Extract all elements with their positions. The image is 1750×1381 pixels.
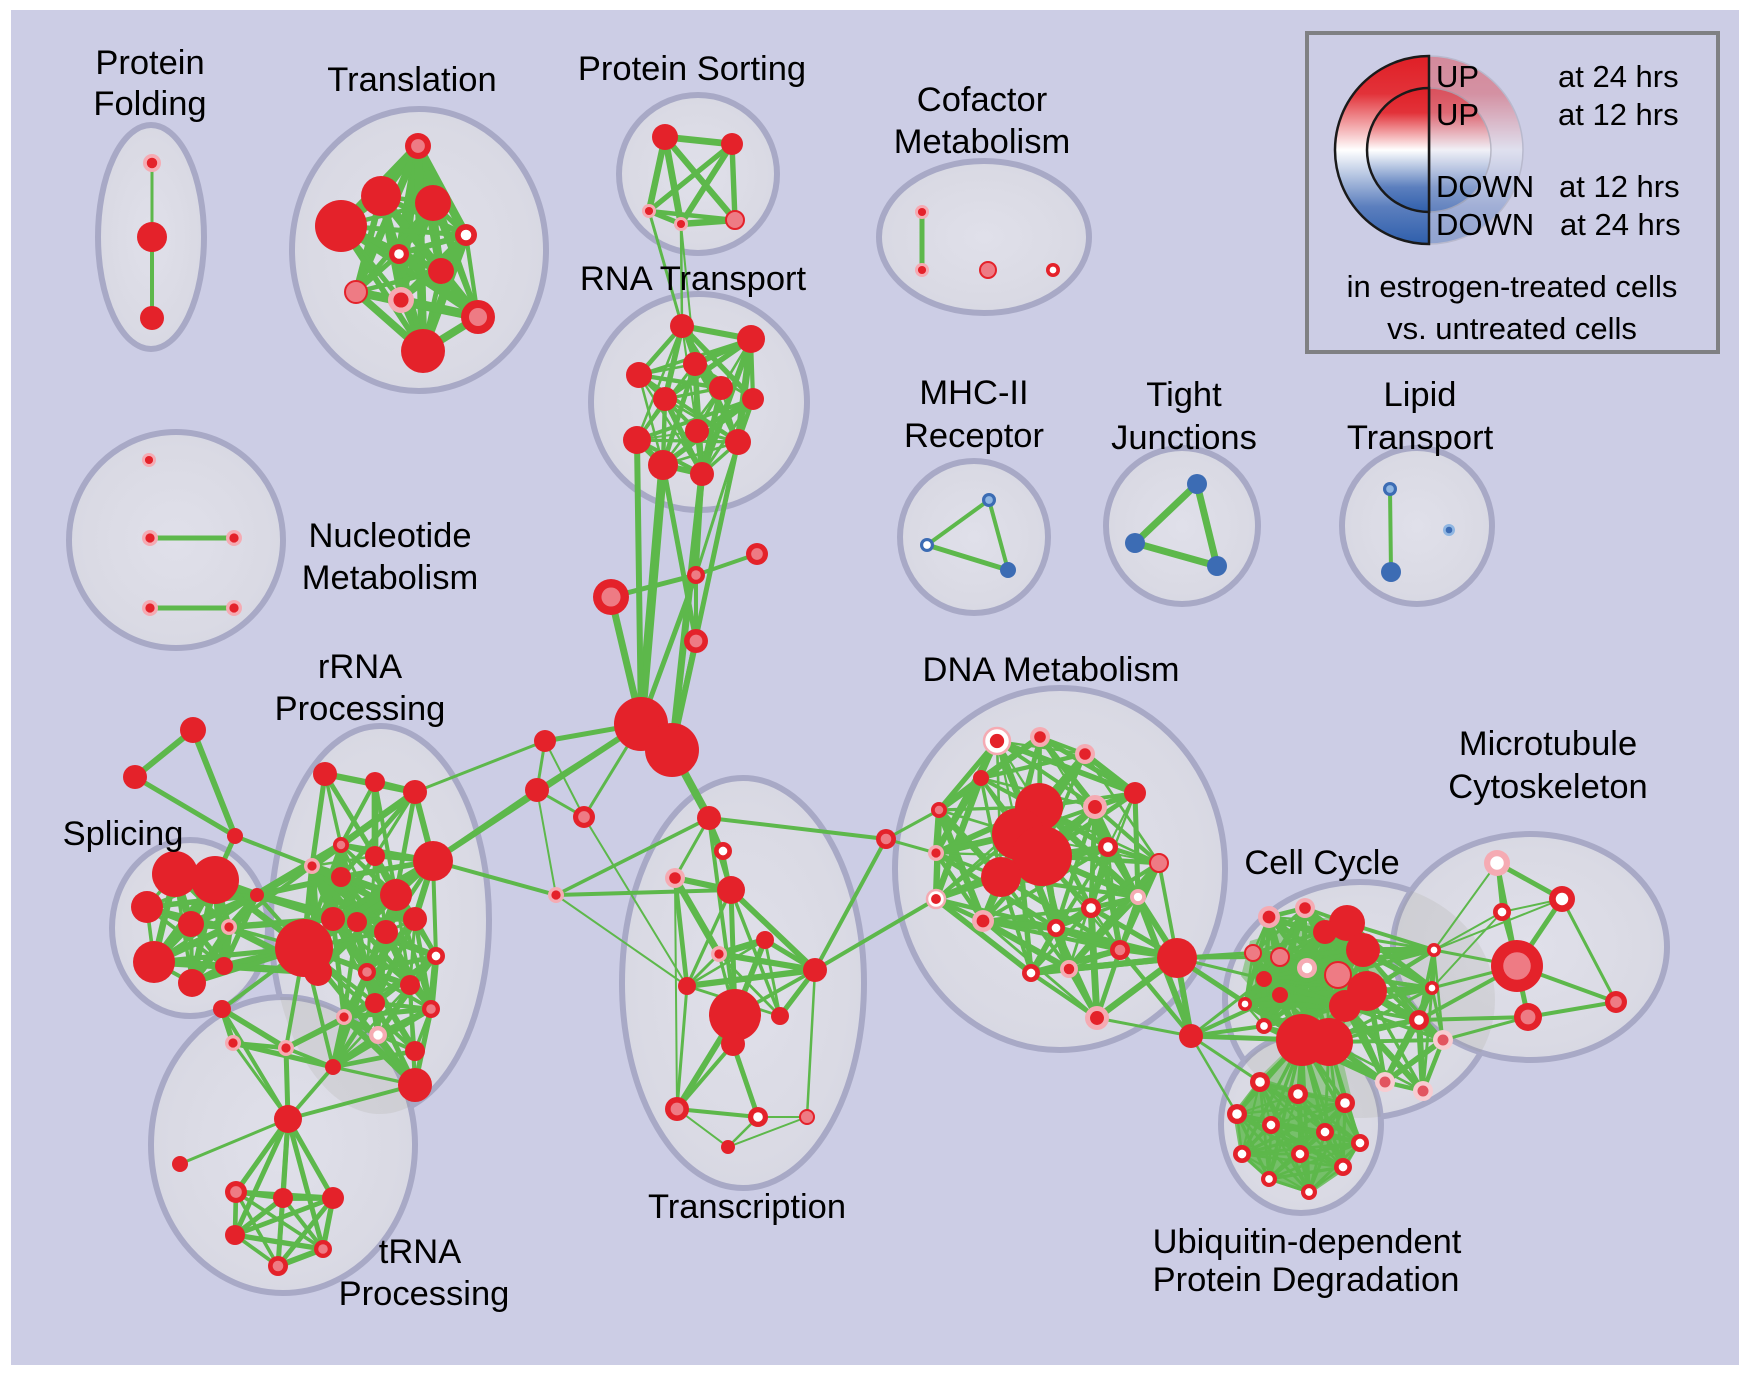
svg-text:Folding: Folding — [93, 85, 206, 123]
svg-text:Lipid: Lipid — [1384, 376, 1457, 414]
svg-text:Processing: Processing — [275, 690, 446, 728]
svg-text:tRNA: tRNA — [379, 1233, 461, 1271]
svg-text:DOWN: DOWN — [1436, 207, 1534, 242]
svg-text:Receptor: Receptor — [904, 417, 1044, 455]
svg-text:Ubiquitin-dependent: Ubiquitin-dependent — [1153, 1223, 1462, 1261]
svg-text:Cofactor: Cofactor — [917, 81, 1047, 119]
svg-text:Protein: Protein — [95, 44, 204, 82]
svg-text:DOWN: DOWN — [1436, 169, 1534, 204]
svg-text:at 12 hrs: at 12 hrs — [1559, 169, 1680, 204]
svg-text:Transport: Transport — [1347, 419, 1494, 457]
svg-text:in estrogen-treated cells: in estrogen-treated cells — [1347, 269, 1678, 304]
svg-text:MHC-II: MHC-II — [919, 374, 1028, 412]
svg-text:Microtubule: Microtubule — [1459, 725, 1637, 763]
svg-text:Metabolism: Metabolism — [302, 559, 478, 597]
svg-text:Junctions: Junctions — [1111, 419, 1257, 457]
svg-text:Protein Sorting: Protein Sorting — [578, 50, 806, 88]
svg-text:UP: UP — [1436, 59, 1479, 94]
svg-text:Splicing: Splicing — [63, 815, 184, 853]
svg-text:at 24 hrs: at 24 hrs — [1558, 59, 1679, 94]
svg-text:Cell Cycle: Cell Cycle — [1244, 844, 1399, 882]
svg-text:Protein Degradation: Protein Degradation — [1153, 1261, 1460, 1299]
svg-text:Metabolism: Metabolism — [894, 123, 1070, 161]
svg-text:rRNA: rRNA — [318, 648, 402, 686]
svg-text:RNA Transport: RNA Transport — [580, 260, 807, 298]
svg-text:UP: UP — [1436, 97, 1479, 132]
svg-text:Tight: Tight — [1146, 376, 1222, 414]
svg-text:Translation: Translation — [327, 61, 496, 99]
svg-text:Nucleotide: Nucleotide — [308, 517, 471, 555]
svg-text:at 24 hrs: at 24 hrs — [1560, 207, 1681, 242]
svg-text:Transcription: Transcription — [648, 1188, 846, 1226]
svg-text:Processing: Processing — [339, 1275, 510, 1313]
svg-text:vs. untreated cells: vs. untreated cells — [1387, 311, 1637, 346]
svg-text:at 12 hrs: at 12 hrs — [1558, 97, 1679, 132]
svg-text:Cytoskeleton: Cytoskeleton — [1448, 768, 1647, 806]
svg-text:DNA Metabolism: DNA Metabolism — [923, 651, 1180, 689]
